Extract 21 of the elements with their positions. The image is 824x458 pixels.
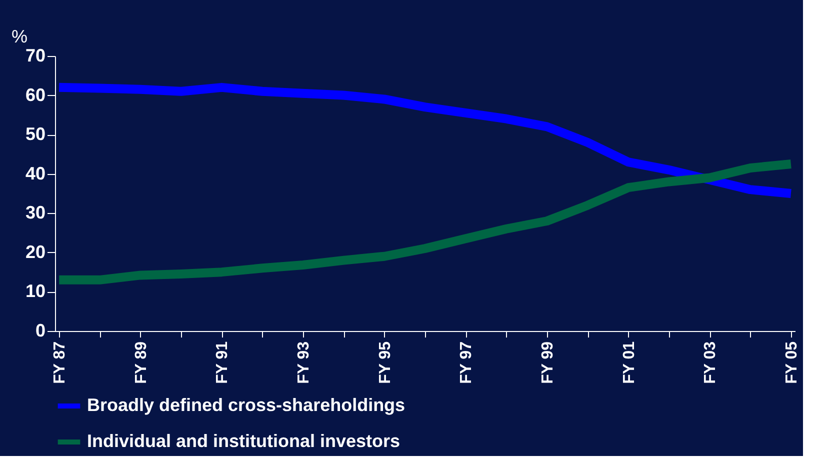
- x-tick-label: FY 87: [52, 341, 69, 384]
- x-tick-label: FY 97: [458, 341, 476, 384]
- y-tick-label: 70: [25, 46, 46, 66]
- x-tick-label: FY 05: [783, 341, 800, 384]
- y-tick-label: 20: [25, 242, 46, 262]
- y-tick-label: 60: [25, 84, 46, 105]
- x-tick-label: FY 03: [702, 341, 720, 384]
- y-tick-label: 10: [25, 281, 46, 302]
- x-tick-label: FY 01: [620, 341, 638, 384]
- legend-label: Individual and institutional investors: [87, 431, 400, 451]
- legend-label: Broadly defined cross-shareholdings: [87, 395, 406, 415]
- y-tick-label: 0: [35, 320, 46, 340]
- x-tick-label: FY 91: [214, 341, 232, 384]
- x-tick-label: FY 95: [376, 341, 394, 384]
- y-tick-label: 50: [25, 124, 46, 144]
- x-tick-label: FY 89: [132, 341, 150, 384]
- y-axis-title: %: [11, 26, 28, 46]
- x-tick-label: FY 93: [296, 341, 313, 384]
- y-tick-label: 30: [25, 202, 46, 223]
- y-tick-label: 40: [25, 163, 46, 184]
- x-tick-label: FY 99: [539, 341, 556, 384]
